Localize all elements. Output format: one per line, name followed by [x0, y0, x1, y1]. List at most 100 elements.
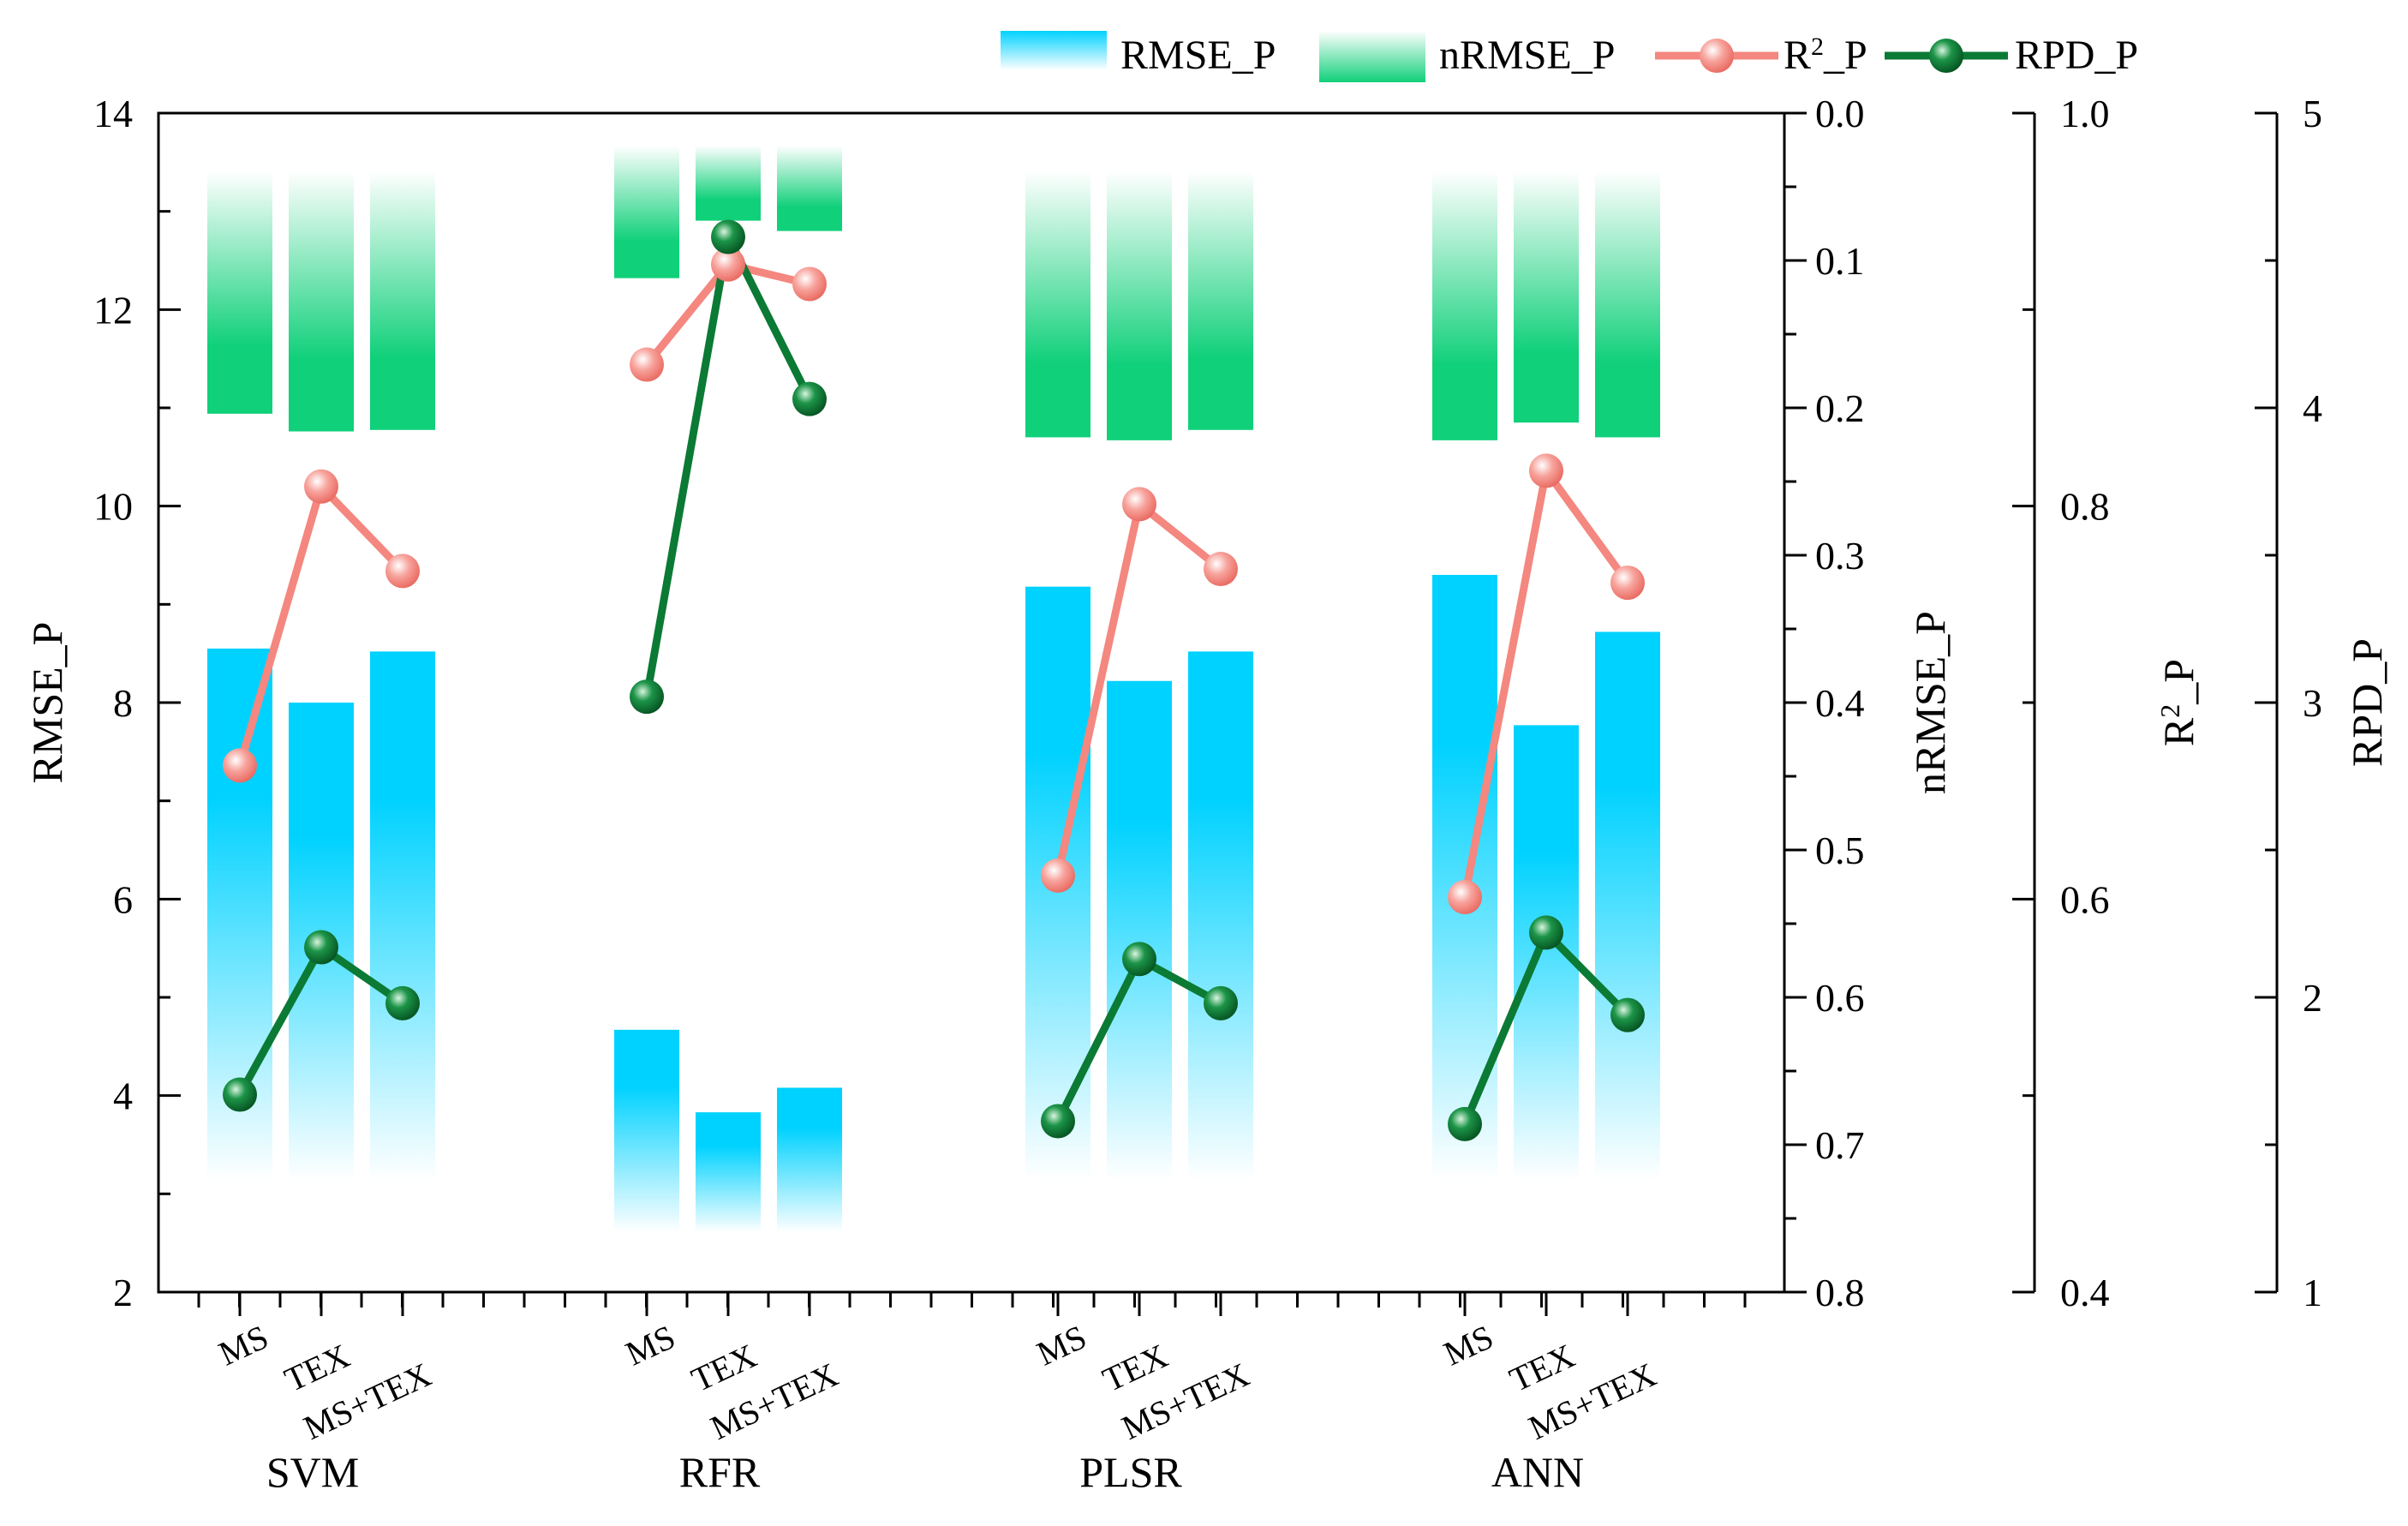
rmse-tick-label: 8	[113, 681, 133, 725]
nrmse-bar-ann-1	[1514, 171, 1579, 423]
nrmse-tick-label: 0.1	[1815, 239, 1865, 283]
nrmse-tick-label: 0.3	[1815, 534, 1865, 577]
nrmse-bars	[207, 146, 1660, 440]
group-label-plsr: PLSR	[1079, 1448, 1182, 1496]
r2-axis-title-main: R	[2154, 717, 2202, 746]
x-tick-label-plsr-0: MS	[1031, 1317, 1091, 1373]
legend-label-r2-sup: 2	[1811, 33, 1824, 61]
nrmse-tick-label: 0.5	[1815, 829, 1865, 872]
rpd-point-rfr-0	[630, 679, 664, 715]
r2-point-plsr-1	[1122, 487, 1156, 522]
legend-swatch-rmse	[1001, 31, 1107, 70]
rmse-bar-plsr-2	[1188, 651, 1253, 1181]
r2-point-rfr-0	[630, 347, 664, 382]
rmse-bar-rfr-0	[614, 1029, 679, 1232]
nrmse-tick-label: 0.8	[1815, 1271, 1865, 1314]
rmse-bar-rfr-2	[777, 1087, 842, 1232]
rpd-tick-label: 5	[2303, 92, 2322, 135]
nrmse-bar-ann-2	[1595, 171, 1660, 438]
legend: RMSE_P nRMSE_P R2_P RPD_P	[1001, 31, 2138, 82]
legend-marker-r2	[1700, 39, 1734, 73]
legend-label-r2-main: R	[1784, 33, 1811, 78]
legend-label-rmse: RMSE_P	[1120, 33, 1276, 78]
r2-point-svm-0	[223, 748, 257, 783]
rmse-tick-label: 2	[113, 1271, 133, 1314]
rpd-point-svm-0	[223, 1077, 257, 1112]
rmse-axis-title: RMSE_P	[23, 622, 71, 784]
rpd-point-rfr-2	[792, 381, 827, 416]
rmse-bars	[207, 574, 1660, 1232]
group-label-rfr: RFR	[679, 1448, 761, 1496]
r2-point-plsr-2	[1204, 552, 1238, 587]
nrmse-bar-svm-2	[370, 171, 435, 430]
legend-marker-rpd	[1929, 39, 1963, 73]
nrmse-tick-label: 0.6	[1815, 976, 1865, 1020]
rpd-point-ann-2	[1610, 997, 1645, 1032]
rmse-bar-rfr-1	[696, 1112, 761, 1232]
x-tick-label-svm-0: MS	[212, 1317, 273, 1373]
legend-label-nrmse: nRMSE_P	[1439, 33, 1615, 78]
rpd-tick-label: 4	[2303, 386, 2322, 430]
r2-point-ann-1	[1529, 453, 1563, 488]
rpd-tick-label: 2	[2303, 976, 2322, 1020]
nrmse-bar-rfr-2	[777, 146, 842, 231]
r2-axis-title: R2_P	[2154, 659, 2202, 746]
nrmse-bar-plsr-1	[1107, 171, 1172, 440]
rpd-point-plsr-0	[1041, 1104, 1075, 1139]
nrmse-bar-svm-1	[289, 171, 354, 432]
nrmse-bar-plsr-0	[1025, 171, 1090, 438]
nrmse-tick-label: 0.7	[1815, 1123, 1865, 1167]
rpd-tick-label: 1	[2303, 1271, 2322, 1314]
rpd-point-plsr-1	[1122, 942, 1156, 977]
rpd-point-svm-1	[304, 930, 338, 965]
nrmse-bar-rfr-0	[614, 146, 679, 278]
rpd-axis-title: RPD_P	[2343, 638, 2391, 767]
rmse-tick-label: 4	[113, 1074, 133, 1118]
rmse-bar-svm-2	[370, 651, 435, 1181]
nrmse-bar-rfr-1	[696, 146, 761, 221]
r2-tick-label: 1.0	[2060, 92, 2110, 135]
nrmse-tick-label: 0.4	[1815, 681, 1865, 725]
r2-point-svm-2	[385, 554, 420, 589]
group-label-svm: SVM	[266, 1448, 359, 1496]
legend-label-r2: R2_P	[1784, 33, 1867, 78]
r2-point-svm-1	[304, 469, 338, 504]
r2-point-rfr-1	[711, 247, 745, 282]
nrmse-tick-label: 0.2	[1815, 386, 1865, 430]
r2-tick-label: 0.4	[2060, 1271, 2110, 1314]
rmse-tick-label: 12	[93, 288, 133, 332]
rmse-bar-ann-2	[1595, 631, 1660, 1181]
rmse-bar-plsr-1	[1107, 680, 1172, 1181]
r2-point-plsr-0	[1041, 858, 1075, 893]
legend-label-r2-suffix: _P	[1823, 33, 1867, 78]
rpd-line-rfr	[642, 232, 814, 697]
rpd-point-plsr-2	[1204, 985, 1238, 1020]
series-lines	[223, 219, 1645, 1141]
nrmse-bar-plsr-2	[1188, 171, 1253, 430]
rpd-point-ann-0	[1448, 1106, 1482, 1141]
nrmse-bar-ann-0	[1432, 171, 1497, 440]
r2-point-rfr-2	[792, 266, 827, 302]
rmse-tick-label: 10	[93, 485, 133, 529]
r2-axis-title-sup: 2	[2154, 704, 2185, 718]
x-tick-label-ann-0: MS	[1437, 1317, 1498, 1373]
group-label-ann: ANN	[1491, 1448, 1584, 1496]
legend-swatch-nrmse	[1319, 31, 1425, 82]
rpd-point-rfr-1	[711, 219, 745, 254]
rpd-point-ann-1	[1529, 915, 1563, 950]
rmse-tick-label: 14	[93, 92, 133, 135]
nrmse-tick-label: 0.0	[1815, 92, 1865, 135]
rpd-point-svm-2	[385, 985, 420, 1020]
rpd-tick-label: 3	[2303, 681, 2322, 725]
r2-point-ann-2	[1610, 566, 1645, 601]
x-tick-label-rfr-0: MS	[619, 1317, 680, 1373]
r2-tick-label: 0.8	[2060, 485, 2110, 529]
nrmse-axis-title: nRMSE_P	[1906, 611, 1954, 794]
nrmse-bar-svm-0	[207, 171, 272, 414]
rmse-tick-label: 6	[113, 877, 133, 921]
r2-point-ann-0	[1448, 880, 1482, 915]
r2-axis-title-suffix: _P	[2154, 659, 2202, 705]
